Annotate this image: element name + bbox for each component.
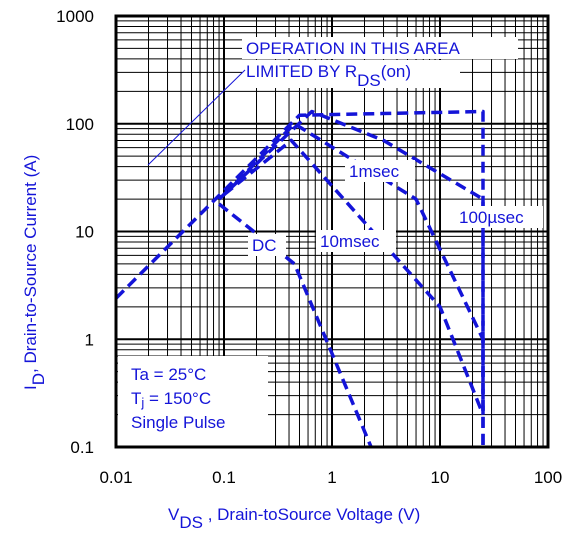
conditions-box <box>118 356 268 446</box>
label-bg-10msec <box>316 230 396 252</box>
x-tick-label: 10 <box>431 468 450 487</box>
series-line-10msec <box>222 138 485 416</box>
annotation-bg-1 <box>242 37 518 59</box>
region-annotation-line2: LIMITED BY RDS(on) <box>246 62 411 90</box>
region-annotation-line1: OPERATION IN THIS AREA <box>246 39 460 58</box>
condition-tj: Tj = 150°C <box>131 389 211 410</box>
series-line-1msec <box>222 122 485 447</box>
y-axis-label-rest: , Drain-to-Source Current (A) <box>21 155 40 373</box>
x-axis-label: VDS , Drain-toSource Voltage (V) <box>168 505 420 532</box>
series-line-100-sec <box>217 109 485 415</box>
series-line-dc <box>114 109 485 447</box>
y-tick-label: 100 <box>66 115 94 134</box>
y-axis-label: ID, Drain-to-Source Current (A) <box>21 155 48 390</box>
annotation-bg-2 <box>242 60 460 88</box>
plot-frame <box>114 14 550 449</box>
tick-layer: 0.1 1 10 100 1000 0.01 0.1 1 10 100 <box>56 7 562 487</box>
y-axis-label-sub: D <box>29 373 48 385</box>
x-axis-label-sub: DS <box>179 513 203 532</box>
condition-tj-sub: j <box>140 395 144 410</box>
y-tick-label: 1 <box>85 330 94 349</box>
condition-pulse: Single Pulse <box>131 413 226 432</box>
label-100usec: 100µsec <box>459 208 524 227</box>
condition-ta: Ta = 25°C <box>131 365 206 384</box>
x-tick-label: 0.01 <box>99 468 132 487</box>
region-annotation-sub: DS <box>357 71 381 90</box>
x-axis-label-main: V <box>168 505 180 524</box>
x-tick-label: 0.1 <box>212 468 236 487</box>
label-1msec: 1msec <box>349 162 400 181</box>
annotation-pointer <box>147 69 246 166</box>
series-line-dc-curve <box>218 202 373 448</box>
x-tick-label: 1 <box>327 468 336 487</box>
region-annotation-end: (on) <box>381 62 411 81</box>
label-bg-dc <box>248 234 286 256</box>
y-axis-label-main: I <box>21 385 40 390</box>
x-axis-label-rest: , Drain-toSource Voltage (V) <box>203 505 420 524</box>
label-bg-1msec <box>345 160 415 182</box>
y-tick-label: 10 <box>75 223 94 242</box>
condition-tj-end: = 150°C <box>144 389 211 408</box>
y-tick-label: 0.1 <box>70 438 94 457</box>
label-10msec: 10msec <box>320 232 380 251</box>
x-tick-label: 100 <box>534 468 562 487</box>
label-bg-100us <box>455 206 543 228</box>
region-annotation-main: LIMITED BY R <box>246 62 357 81</box>
condition-tj-main: T <box>131 389 141 408</box>
y-tick-label: 1000 <box>56 7 94 26</box>
series-layer <box>114 109 485 448</box>
label-dc: DC <box>252 236 277 255</box>
